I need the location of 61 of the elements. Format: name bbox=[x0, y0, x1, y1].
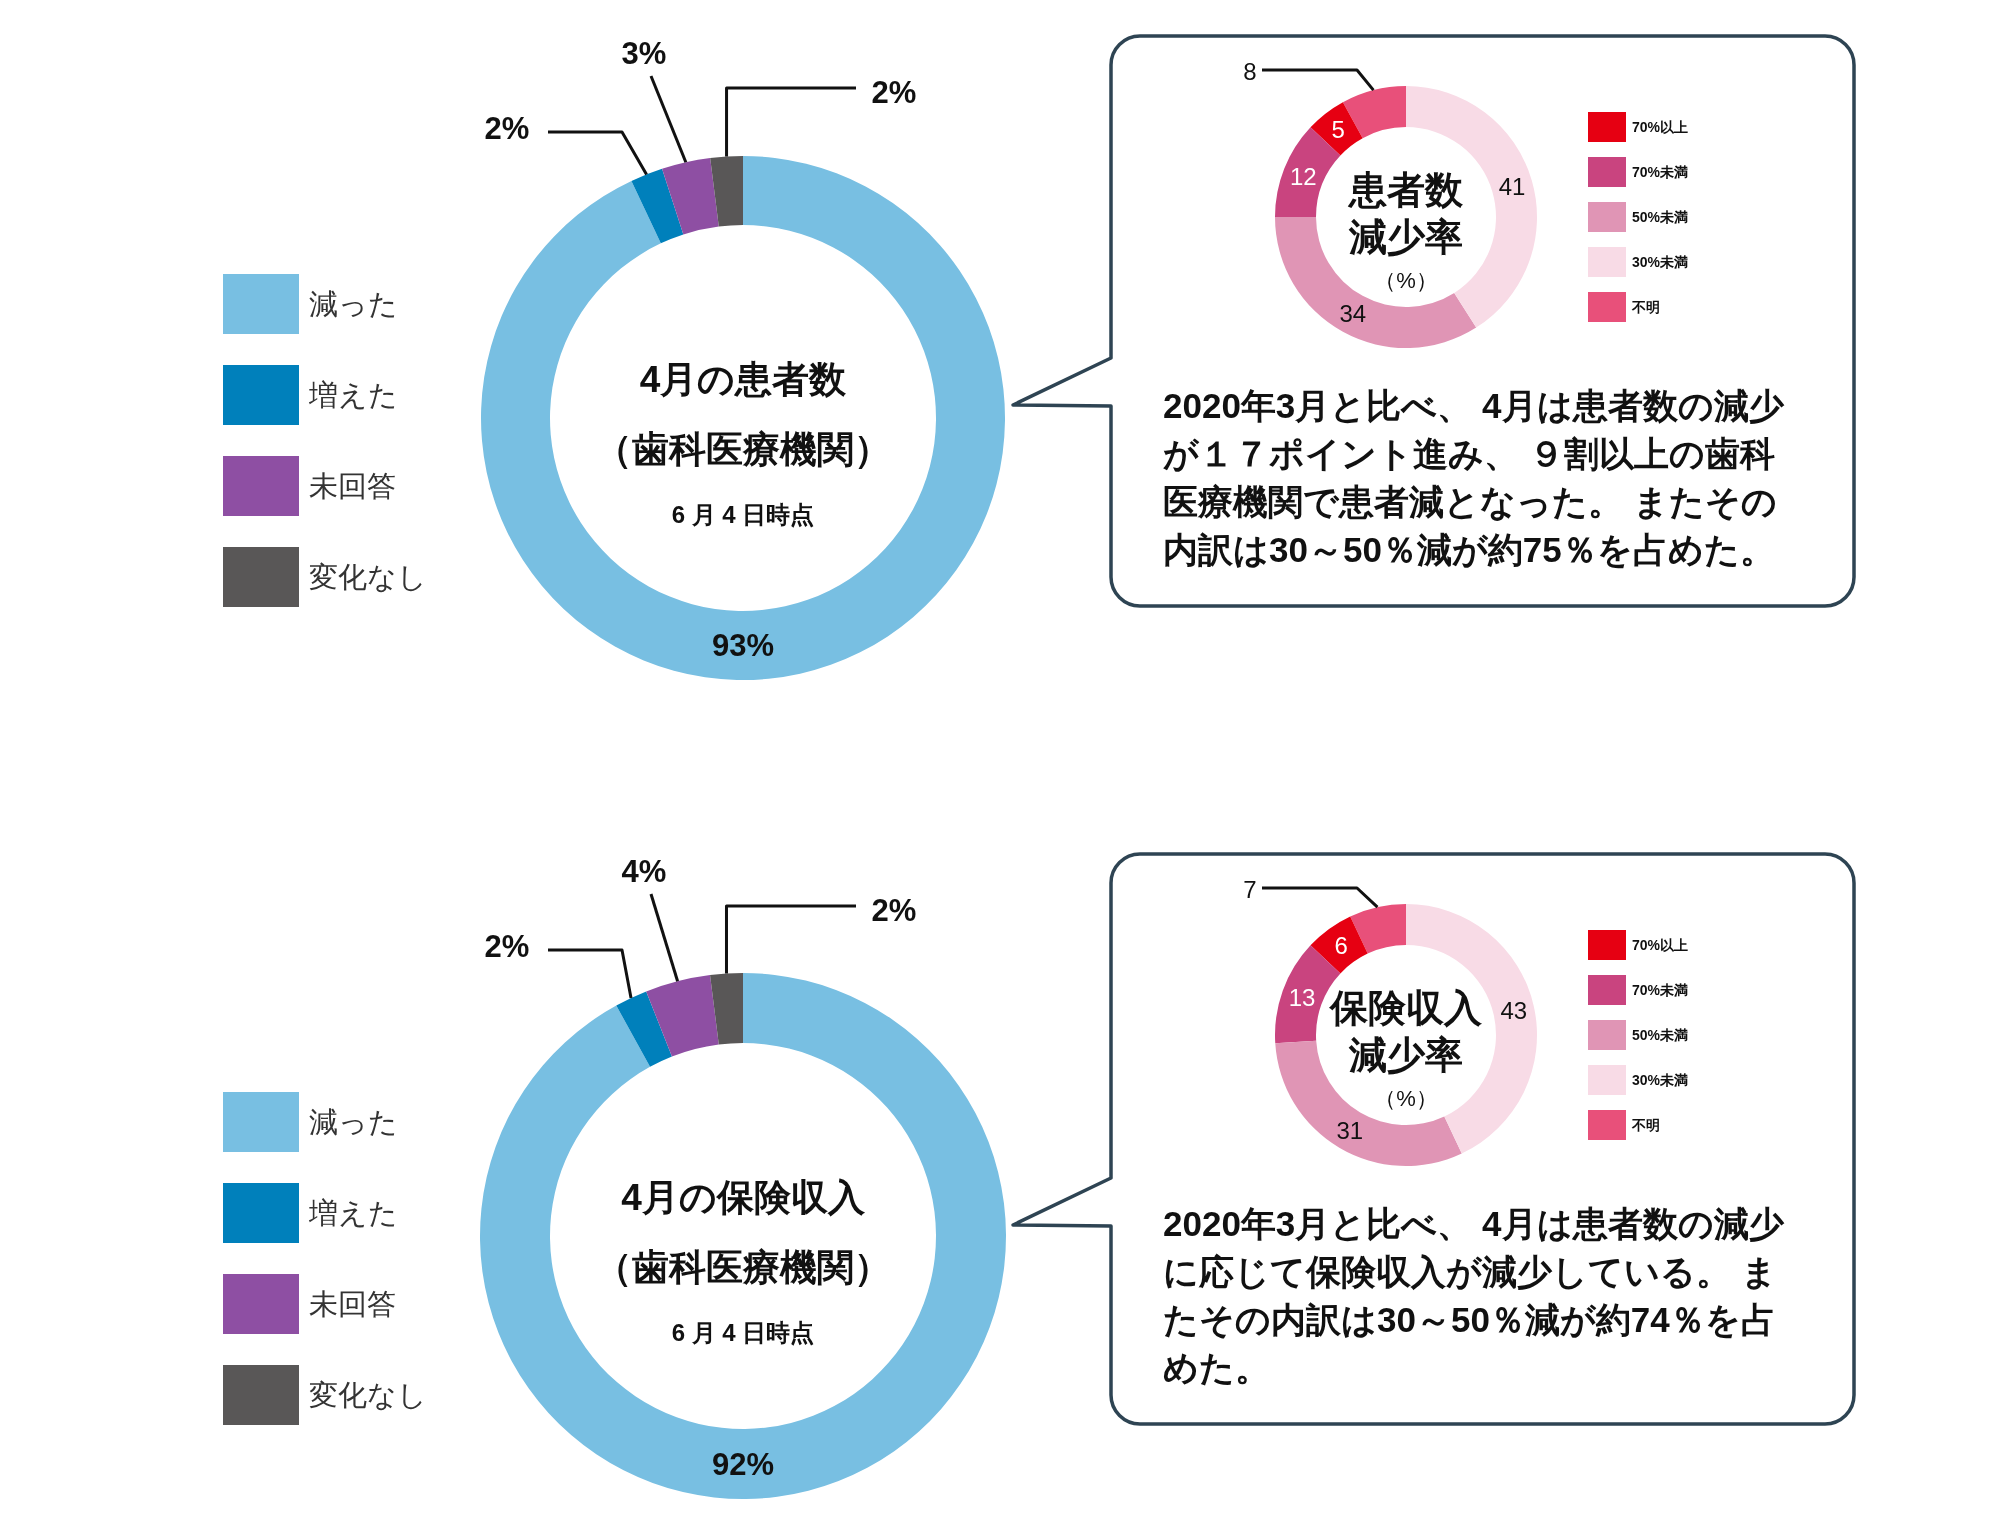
data-label: 5 bbox=[1331, 116, 1345, 144]
donut-slice bbox=[710, 156, 743, 227]
legend-label: 70%以上 bbox=[1632, 937, 1689, 953]
legend-label: 70%未満 bbox=[1632, 982, 1689, 998]
text: 2020年3月と比べ、 4月は患者数の減少に応じて保険収入が減少している。 またその内訳は30～50％減が約74％を占めた。 bbox=[1163, 1203, 1785, 1387]
text: （歯科医療機関） bbox=[595, 428, 891, 470]
donut-slice bbox=[1342, 86, 1406, 139]
data-label: 6 bbox=[1334, 932, 1348, 960]
legend-label: 変化なし bbox=[309, 1379, 427, 1411]
data-label: 2% bbox=[871, 892, 917, 928]
data-label: 12 bbox=[1289, 162, 1317, 190]
data-label: 4% bbox=[621, 853, 667, 889]
donut-slice bbox=[1275, 217, 1477, 348]
data-label: 93% bbox=[711, 628, 775, 663]
data-label: 34 bbox=[1339, 300, 1367, 328]
text: 患者数減少率 bbox=[1347, 169, 1464, 258]
legend-label: 30%未満 bbox=[1632, 1072, 1689, 1088]
legend-label: 30%未満 bbox=[1632, 254, 1689, 270]
data-label: 92% bbox=[711, 1446, 775, 1482]
legend-label: 増えた bbox=[308, 379, 398, 411]
donut-slice bbox=[1350, 904, 1406, 954]
legend-label: 未回答 bbox=[309, 470, 396, 502]
legend-label: 未回答 bbox=[309, 1288, 396, 1320]
donut-slice bbox=[710, 973, 743, 1045]
legend-label: 変化なし bbox=[309, 561, 427, 593]
legend-label: 増えた bbox=[308, 1197, 398, 1229]
legend-label: 50%未満 bbox=[1632, 209, 1689, 225]
text: （%） bbox=[1374, 267, 1438, 293]
data-label: 2% bbox=[871, 74, 917, 110]
data-label: 43 bbox=[1500, 997, 1528, 1025]
legend-label: 不明 bbox=[1631, 1117, 1660, 1133]
data-label: 2% bbox=[484, 110, 530, 146]
legend-label: 70%以上 bbox=[1632, 119, 1689, 135]
donut-slice bbox=[480, 973, 1006, 1499]
legend-label: 不明 bbox=[1631, 299, 1660, 315]
donut-slice bbox=[662, 158, 719, 235]
legend-label: 50%未満 bbox=[1632, 1027, 1689, 1043]
legend-label: 減った bbox=[309, 1106, 398, 1138]
donut-slice bbox=[646, 975, 719, 1057]
donut-slice bbox=[631, 168, 684, 244]
text: 4月の患者数 bbox=[639, 358, 848, 400]
text: 6 月 4 日時点 bbox=[671, 500, 815, 528]
text: 保険収入減少率 bbox=[1328, 987, 1483, 1076]
data-label: 31 bbox=[1336, 1116, 1364, 1144]
data-label: 13 bbox=[1288, 984, 1316, 1012]
data-label: 2% bbox=[484, 928, 530, 964]
donut-slice bbox=[1310, 916, 1368, 974]
donut-slice bbox=[481, 156, 1005, 680]
legend-label: 減った bbox=[309, 288, 398, 320]
data-label: 3% bbox=[621, 35, 667, 71]
text: 2020年3月と比べ、 4月は患者数の減少が１７ポイント進み、 ９割以上の歯科医療機関で患者減となった。 またその内訳は30～50％減が約75％を占めた。 bbox=[1163, 385, 1785, 569]
text: （%） bbox=[1374, 1085, 1438, 1111]
legend-label: 70%未満 bbox=[1632, 164, 1689, 180]
data-label: 41 bbox=[1498, 172, 1526, 200]
donut-slice bbox=[1310, 102, 1363, 156]
donut-slice bbox=[616, 991, 672, 1067]
data-label: 7 bbox=[1243, 875, 1257, 903]
data-label: 8 bbox=[1243, 57, 1257, 85]
text: 6 月 4 日時点 bbox=[671, 1318, 815, 1346]
text: （歯科医療機関） bbox=[595, 1246, 891, 1288]
text: 4月の保険収入 bbox=[621, 1176, 866, 1218]
